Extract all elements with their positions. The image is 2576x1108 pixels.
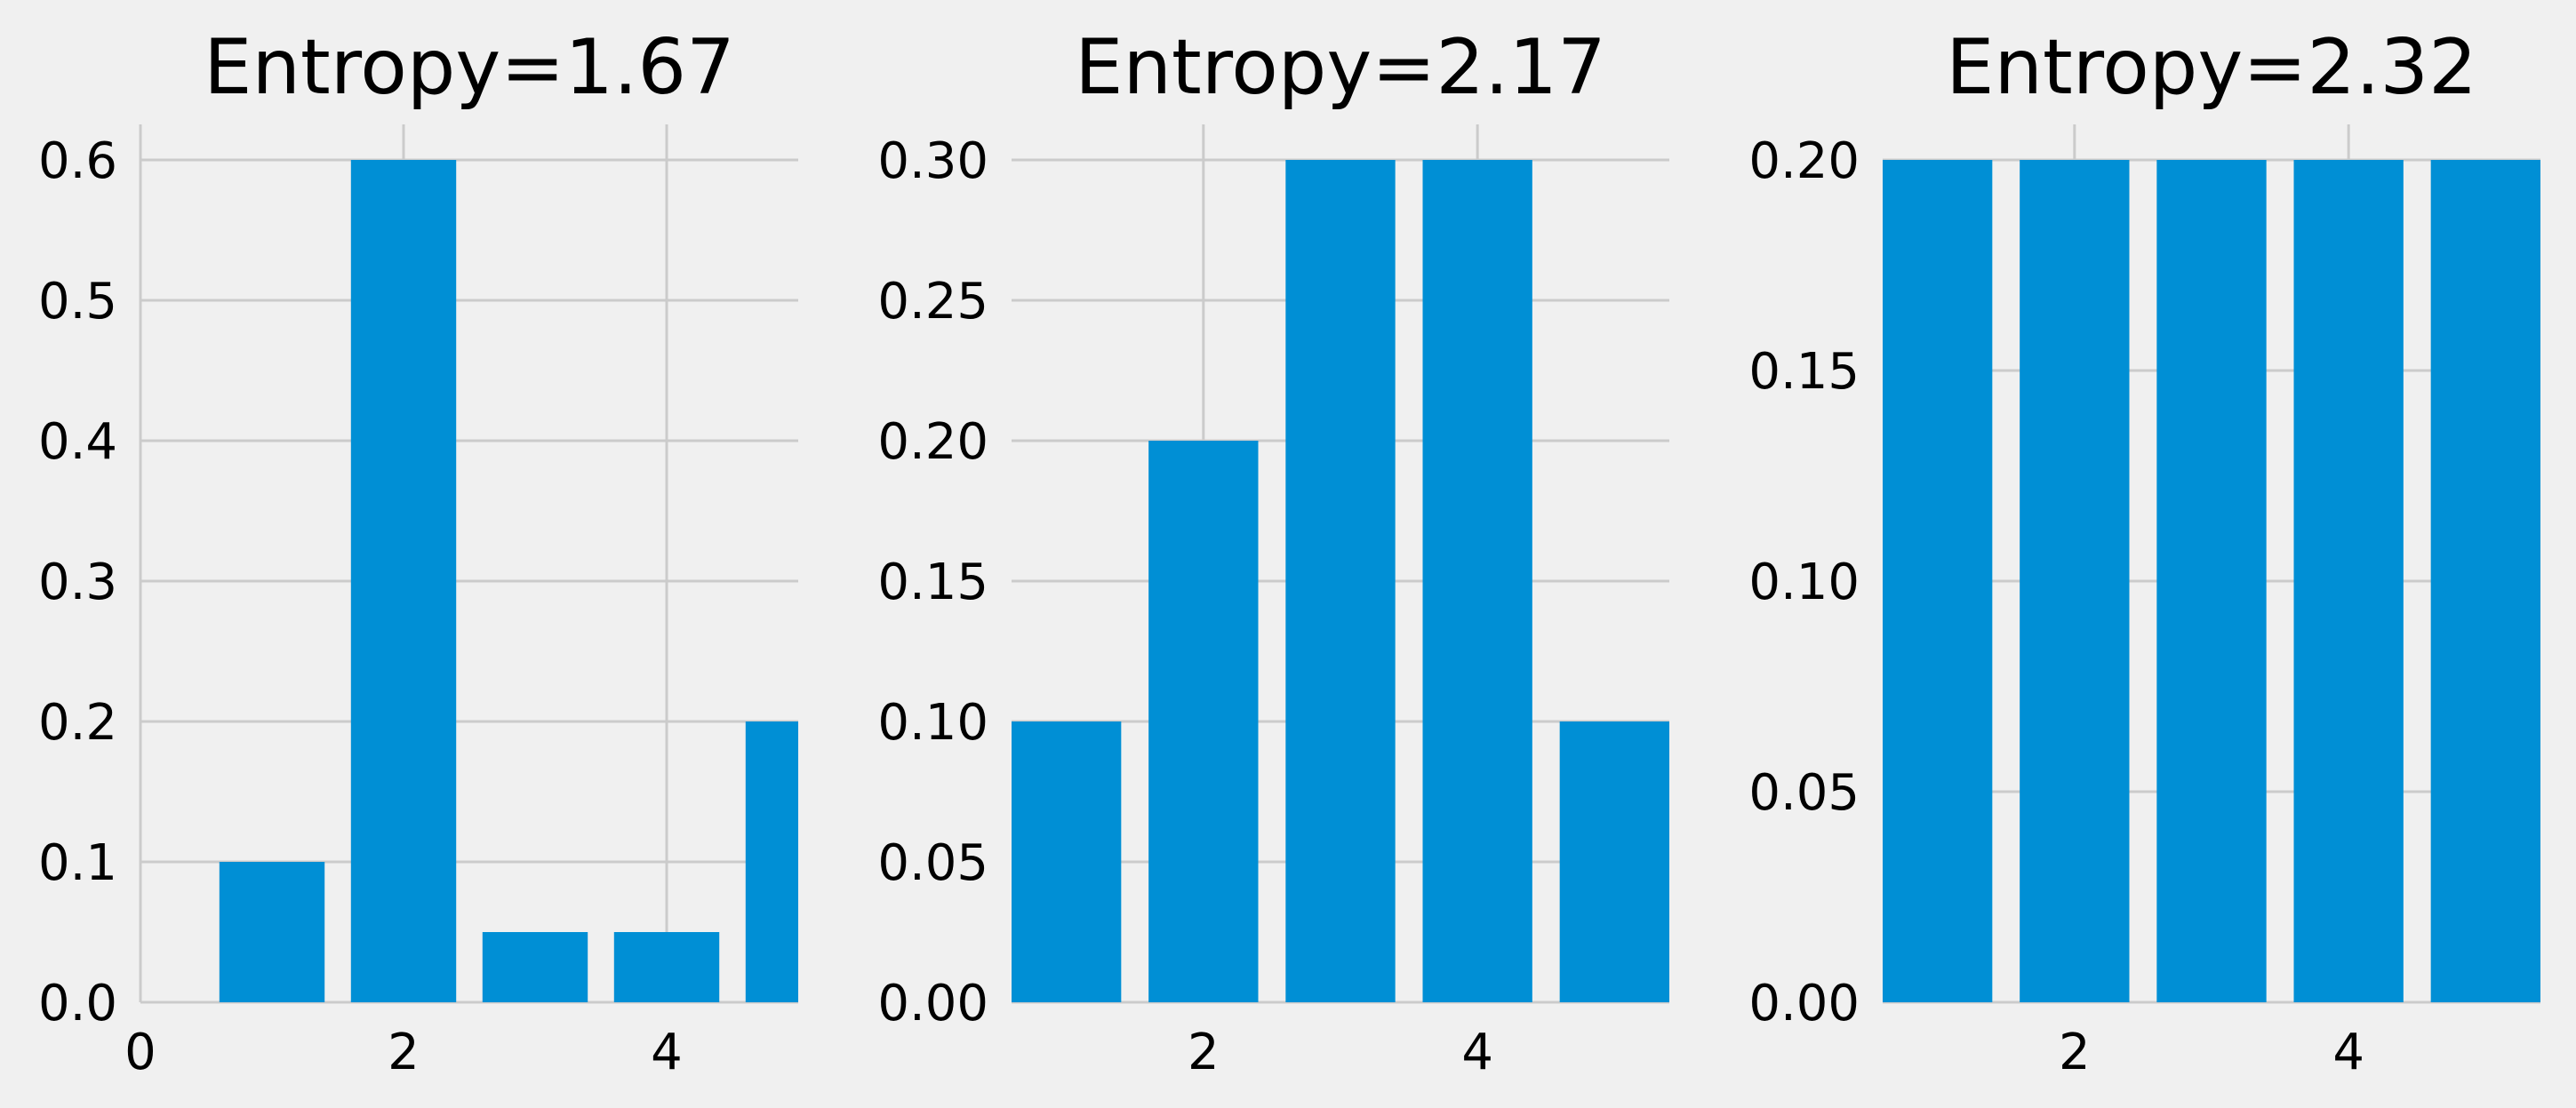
x-tick-label: 2 — [1188, 1024, 1220, 1081]
y-tick-label: 0.15 — [1748, 343, 1860, 401]
bar — [350, 160, 457, 1002]
y-tick-label: 0.20 — [1748, 132, 1860, 190]
bar — [2430, 160, 2540, 1002]
y-tick-label: 0.2 — [38, 694, 117, 752]
bar-series — [219, 160, 798, 1002]
bar — [2156, 160, 2267, 1002]
y-tick-label: 0.25 — [877, 273, 988, 331]
bar — [1883, 160, 1993, 1002]
bar — [2293, 160, 2404, 1002]
bar — [745, 721, 798, 1002]
bar — [482, 932, 588, 1002]
bar-series — [1883, 160, 2540, 1002]
x-tick-label: 4 — [1461, 1024, 1493, 1081]
y-tick-label: 0.5 — [38, 273, 117, 331]
x-tick-label: 4 — [651, 1024, 683, 1081]
chart-title: Entropy=1.67 — [204, 23, 735, 112]
y-tick-label: 0.00 — [877, 975, 988, 1032]
chart-panel-entropy-2-32: Entropy=2.32 0.00 0.05 0.10 0.15 0.20 2 4 — [1748, 23, 2540, 1081]
x-tick-label: 2 — [2059, 1024, 2091, 1081]
y-tick-label: 0.05 — [877, 834, 988, 892]
bar — [1012, 721, 1122, 1002]
y-tick-label: 0.15 — [877, 554, 988, 611]
bar-series — [1012, 160, 1669, 1002]
y-tick-label: 0.20 — [877, 413, 988, 471]
y-tick-label: 0.30 — [877, 132, 988, 190]
chart-title: Entropy=2.17 — [1075, 23, 1606, 112]
chart-panel-entropy-2-17: Entropy=2.17 0.00 0.05 0.10 0.15 0.20 0.25 0.3… — [877, 23, 1669, 1081]
bar — [1559, 721, 1669, 1002]
y-tick-label: 0.1 — [38, 834, 117, 892]
chart-panel-entropy-1-67: Entropy=1.67 0.0 0.1 0.2 0.3 0.4 0.5 0.6 0 2 4 — [38, 23, 798, 1081]
y-tick-label: 0.6 — [38, 132, 117, 190]
bar — [2020, 160, 2130, 1002]
y-tick-label: 0.05 — [1748, 764, 1860, 822]
chart-title: Entropy=2.32 — [1946, 23, 2477, 112]
y-tick-label: 0.10 — [877, 694, 988, 752]
y-tick-label: 0.0 — [38, 975, 117, 1032]
x-tick-label: 4 — [2332, 1024, 2364, 1081]
bar — [219, 862, 325, 1002]
y-tick-label: 0.4 — [38, 413, 117, 471]
bar — [1148, 441, 1259, 1002]
bar — [1285, 160, 1396, 1002]
y-tick-label: 0.10 — [1748, 554, 1860, 611]
x-tick-label: 0 — [124, 1024, 156, 1081]
y-tick-label: 0.3 — [38, 554, 117, 611]
bar — [613, 932, 720, 1002]
bar — [1422, 160, 1532, 1002]
y-tick-label: 0.00 — [1748, 975, 1860, 1032]
x-tick-label: 2 — [388, 1024, 420, 1081]
